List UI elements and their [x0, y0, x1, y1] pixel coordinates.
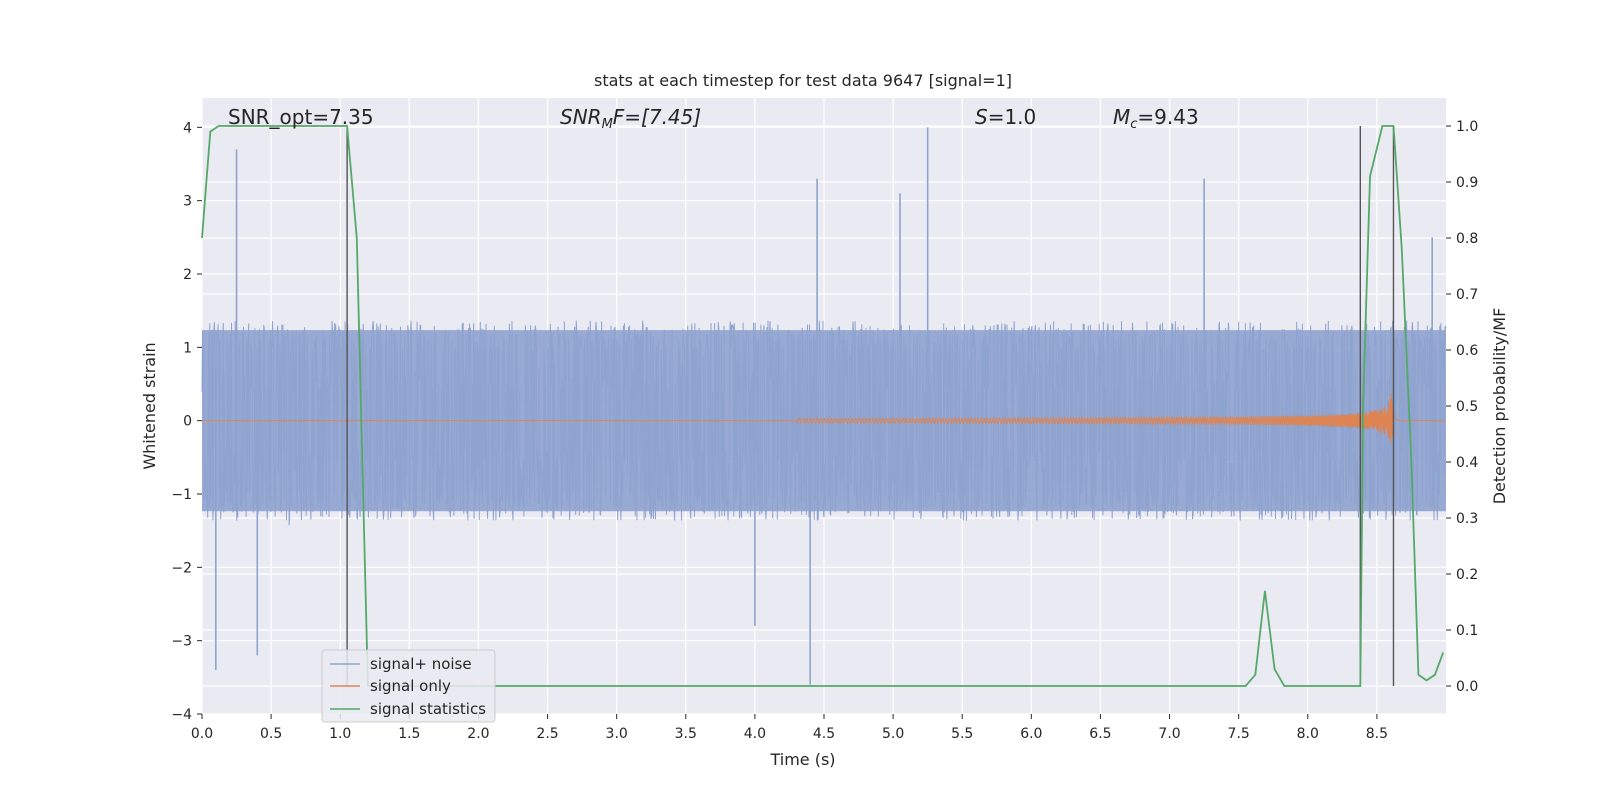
legend: signal+ noise signal only signal statist…: [321, 649, 496, 723]
x-tick-label: 6.5: [1089, 726, 1111, 742]
x-tick-label: 8.0: [1297, 726, 1319, 742]
x-tick-label: 2.5: [536, 726, 558, 742]
x-tick-label: 0.5: [260, 726, 282, 742]
legend-label-stats: signal statistics: [370, 700, 486, 718]
signal-trace: [202, 392, 1446, 444]
y2-tick-label: 1.0: [1456, 119, 1478, 135]
x-tick-label: 1.0: [329, 726, 351, 742]
y-axis-label: Whitened strain: [140, 342, 159, 469]
x-tick-label: 7.5: [1228, 726, 1250, 742]
signal-statistics-series: [201, 125, 1445, 687]
y2-tick-label: 0.1: [1456, 623, 1478, 639]
y2-tick-label: 0.6: [1456, 343, 1478, 359]
noise-trace: [201, 320, 1447, 526]
mc-sub: c: [1130, 117, 1137, 132]
signal-only-series: [202, 392, 1446, 444]
s-rest: =1.0: [988, 105, 1037, 129]
x-tick-label: 6.0: [1020, 726, 1042, 742]
mc-rest: =9.43: [1137, 105, 1198, 129]
y2-tick-label: 0.2: [1456, 567, 1478, 583]
x-axis-ticks: 0.0 0.5 1.0 1.5 2.0 2.5 3.0 3.5 4.0 4.5 5.0 5.5 6.0 6…: [191, 714, 1388, 742]
y-tick-label: 2: [183, 267, 192, 283]
y2-tick-label: 0.7: [1456, 287, 1478, 303]
y-tick-label: 3: [183, 194, 192, 210]
snr-mf-annotation: SNRMF=[7.45]: [560, 105, 701, 132]
x-tick-label: 1.5: [398, 726, 420, 742]
legend-box: [321, 649, 496, 723]
s-annotation: S=1.0: [975, 105, 1036, 129]
x-tick-label: 7.0: [1158, 726, 1180, 742]
x-tick-label: 4.5: [813, 726, 835, 742]
x-tick-label: 3.5: [675, 726, 697, 742]
y-tick-label: 1: [183, 340, 192, 356]
x-tick-label: 8.5: [1366, 726, 1388, 742]
stats-trace: [201, 125, 1445, 687]
x-tick-label: 4.0: [744, 726, 766, 742]
snr-mf-sub: M: [602, 117, 613, 132]
y2-axis-label: Detection probability/MF: [1490, 308, 1509, 505]
y2-tick-label: 0.4: [1456, 455, 1478, 471]
x-tick-label: 5.0: [882, 726, 904, 742]
x-tick-label: 2.0: [467, 726, 489, 742]
y-tick-label: −2: [171, 560, 192, 576]
mc-annotation: Mc=9.43: [1113, 105, 1199, 132]
x-axis-label: Time (s): [769, 750, 835, 769]
y2-tick-label: 0.0: [1456, 679, 1478, 695]
x-tick-label: 0.0: [191, 726, 213, 742]
y2-axis-ticks: 0.0 0.1 0.2 0.3 0.4 0.5 0.6 0.7 0.8 0.9 1.0: [1446, 119, 1478, 695]
y2-tick-label: 0.3: [1456, 511, 1478, 527]
y-tick-label: −1: [171, 487, 192, 503]
snr-mf-rest: F=[7.45]: [613, 105, 701, 129]
y2-tick-label: 0.8: [1456, 231, 1478, 247]
y-axis-ticks: −4 −3 −2 −1 0 1 2 3 4: [171, 120, 202, 723]
x-tick-label: 3.0: [606, 726, 628, 742]
y2-tick-label: 0.5: [1456, 399, 1478, 415]
y-tick-label: 0: [183, 414, 192, 430]
snr-opt-annotation: SNR_opt=7.35: [228, 105, 374, 129]
y-tick-label: −3: [171, 634, 192, 650]
chart-title: stats at each timestep for test data 964…: [594, 71, 1012, 90]
legend-label-noise: signal+ noise: [370, 655, 472, 673]
x-tick-label: 5.5: [951, 726, 973, 742]
vertical-markers: [346, 126, 1395, 686]
snr-mf-main: SNR: [560, 105, 602, 129]
y-tick-label: 4: [183, 120, 192, 136]
y-tick-label: −4: [171, 707, 192, 723]
legend-label-signal: signal only: [370, 677, 451, 695]
mc-main: M: [1113, 105, 1130, 129]
s-italic: S: [975, 105, 988, 129]
y2-tick-label: 0.9: [1456, 175, 1478, 191]
